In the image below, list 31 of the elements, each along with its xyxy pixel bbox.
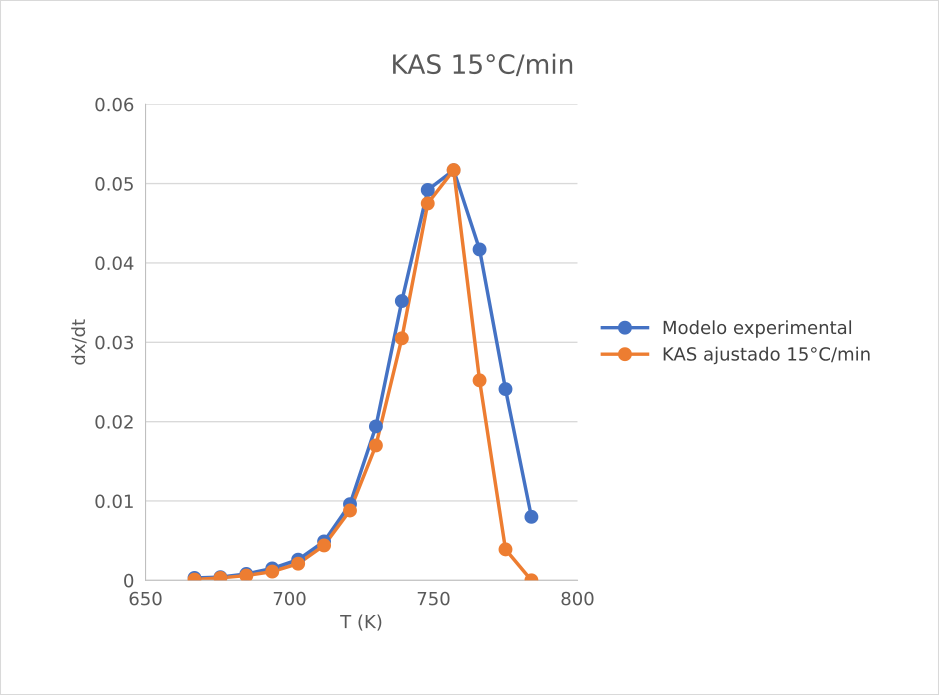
legend-label: KAS ajustado 15°C/min (664, 346, 870, 364)
x-tick-label: 750 (418, 592, 450, 606)
point (394, 331, 409, 346)
x-tick-label: 650 (130, 592, 162, 606)
y-tick-label: 0.01 (95, 494, 133, 508)
point (343, 504, 357, 518)
point (420, 183, 435, 197)
y-tick-label: 0.02 (95, 415, 133, 429)
point (420, 196, 435, 210)
point (368, 419, 383, 434)
x-tick-label: 700 (274, 592, 306, 606)
point (291, 556, 306, 571)
y-tick-label: 0.05 (95, 177, 133, 191)
point (265, 564, 280, 579)
y-axis-title: dx/dt (71, 319, 87, 365)
y-tick-label: 0.04 (95, 256, 134, 270)
point (524, 510, 538, 524)
point (368, 438, 383, 452)
x-axis-title: T (K) (340, 614, 382, 631)
y-tick-label: 0.03 (95, 336, 133, 350)
point (498, 542, 512, 556)
point (472, 242, 487, 256)
y-tick-label: 0 (124, 574, 134, 588)
point (472, 373, 487, 388)
x-tick-label: 800 (561, 592, 594, 606)
legend-label: Modelo experimental (664, 320, 852, 338)
chart-title: KAS 15°C/min (393, 54, 572, 76)
point (498, 382, 512, 396)
point (394, 294, 409, 308)
y-tick-label: 0.06 (95, 98, 134, 112)
point (317, 538, 332, 552)
